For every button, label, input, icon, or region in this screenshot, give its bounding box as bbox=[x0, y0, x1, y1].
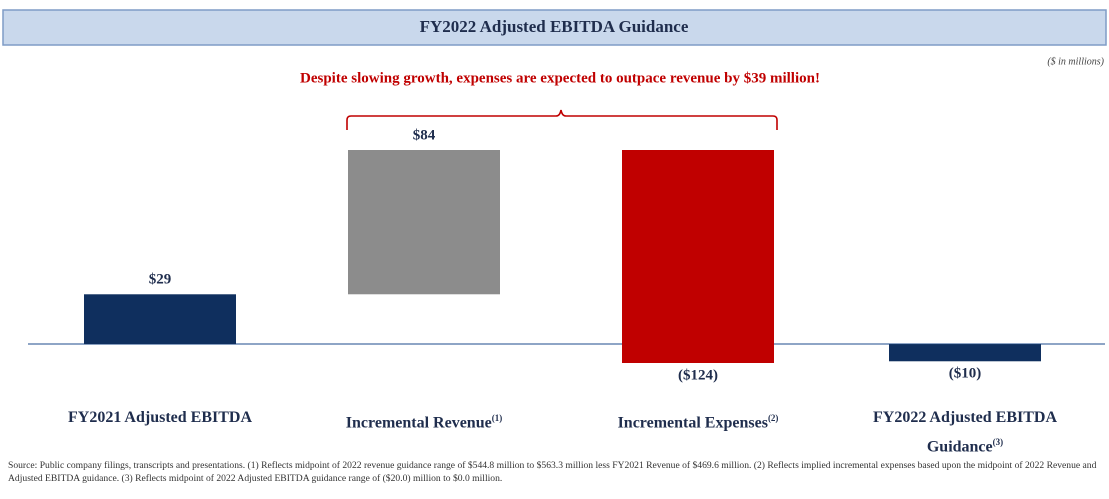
category-label: Incremental Expenses(2) bbox=[563, 406, 833, 435]
footnote-marker: (3) bbox=[992, 437, 1004, 447]
category-name: Incremental Revenue bbox=[345, 414, 492, 432]
bar bbox=[84, 294, 236, 345]
category-name: FY2022 Adjusted EBITDA Guidance bbox=[872, 409, 1058, 456]
bracket bbox=[346, 109, 778, 130]
value-label: $84 bbox=[413, 127, 436, 143]
footnote-marker: (2) bbox=[767, 413, 779, 423]
category-label: FY2021 Adjusted EBITDA bbox=[25, 406, 295, 430]
title-bar bbox=[2, 9, 1107, 46]
category-name: FY2021 Adjusted EBITDA bbox=[67, 409, 253, 426]
value-label: ($124) bbox=[678, 367, 718, 383]
category-name: Incremental Expenses bbox=[617, 414, 768, 432]
bar bbox=[889, 344, 1041, 362]
chart-title: FY2022 Adjusted EBITDA Guidance bbox=[420, 17, 689, 36]
category-label: Incremental Revenue(1) bbox=[289, 406, 559, 435]
source-note: Source: Public company filings, transcri… bbox=[8, 460, 1097, 484]
units-label: ($ in millions) bbox=[1047, 56, 1104, 67]
category-label: FY2022 Adjusted EBITDA Guidance(3) bbox=[848, 406, 1083, 459]
bar bbox=[622, 150, 774, 363]
footnote-marker: (1) bbox=[491, 413, 503, 423]
value-label: $29 bbox=[149, 272, 172, 288]
annotation: Despite slowing growth, expenses are exp… bbox=[300, 70, 820, 86]
bar bbox=[348, 150, 500, 295]
value-label: ($10) bbox=[949, 366, 982, 382]
